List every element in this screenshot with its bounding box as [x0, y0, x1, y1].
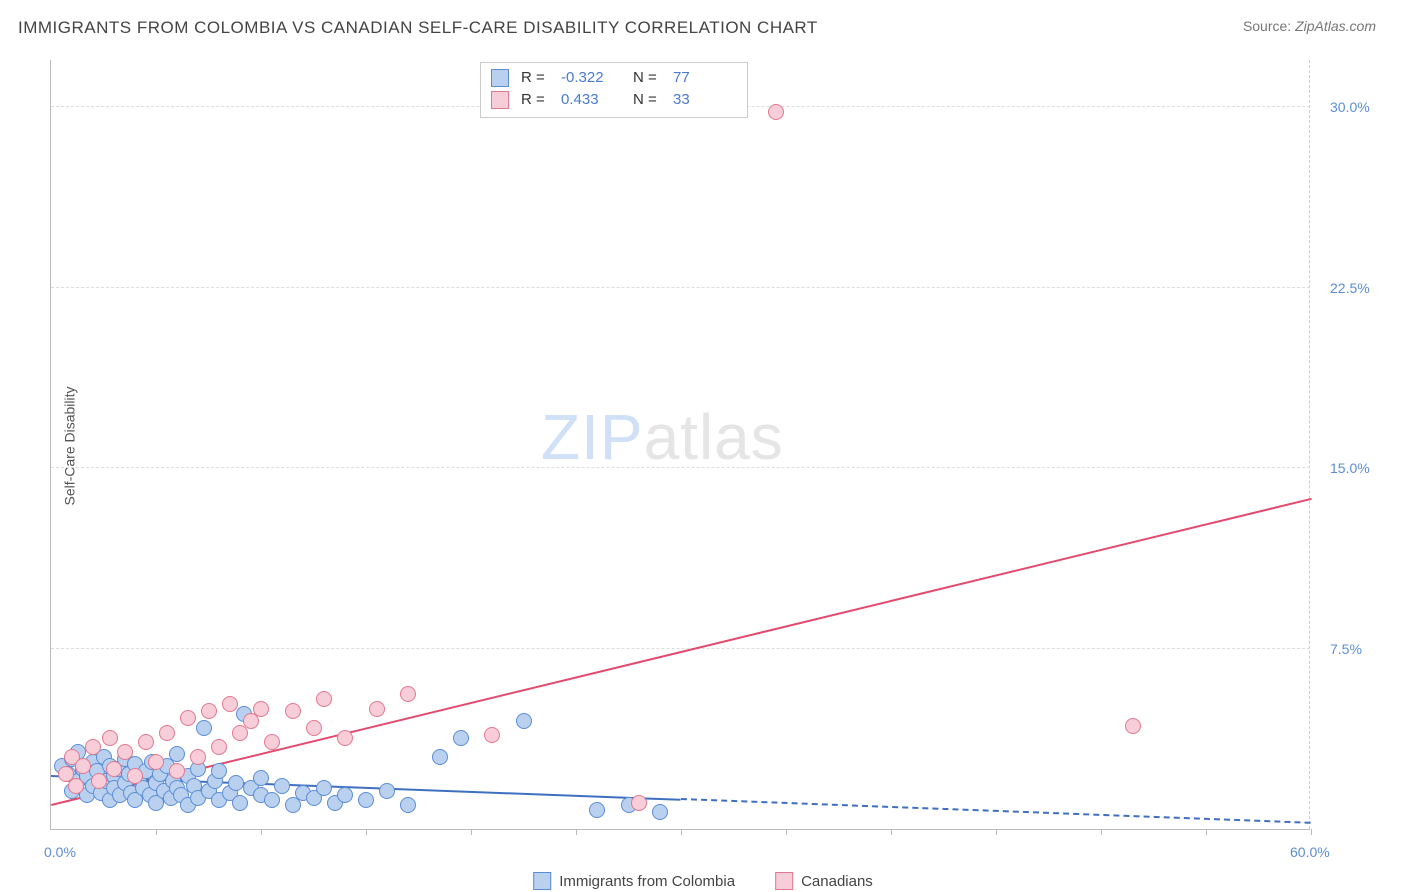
scatter-point-colombia [253, 770, 269, 786]
x-tick [1101, 829, 1102, 835]
scatter-point-canadians [180, 710, 196, 726]
scatter-point-canadians [253, 701, 269, 717]
trend-line [681, 798, 1311, 824]
x-tick [156, 829, 157, 835]
r-value: -0.322 [561, 67, 621, 89]
scatter-point-canadians [222, 696, 238, 712]
legend-swatch [775, 872, 793, 890]
scatter-point-canadians [211, 739, 227, 755]
gridline-h [51, 648, 1310, 649]
x-tick [1311, 829, 1312, 835]
n-label: N = [633, 67, 661, 89]
watermark-atlas: atlas [644, 401, 784, 473]
scatter-point-colombia [589, 802, 605, 818]
scatter-point-canadians [106, 761, 122, 777]
y-tick-label: 15.0% [1330, 460, 1370, 476]
correlation-legend: R = -0.322 N = 77 R = 0.433 N = 33 [480, 62, 748, 118]
scatter-plot: ZIPatlas [50, 60, 1310, 830]
scatter-point-canadians [117, 744, 133, 760]
legend-label: Canadians [801, 873, 873, 890]
scatter-point-canadians [369, 701, 385, 717]
scatter-point-canadians [201, 703, 217, 719]
scatter-point-canadians [102, 730, 118, 746]
n-value: 77 [673, 67, 733, 89]
scatter-point-canadians [484, 727, 500, 743]
scatter-point-canadians [306, 720, 322, 736]
scatter-point-colombia [516, 713, 532, 729]
scatter-point-canadians [400, 686, 416, 702]
scatter-point-canadians [768, 104, 784, 120]
scatter-point-colombia [274, 778, 290, 794]
scatter-point-canadians [68, 778, 84, 794]
legend-swatch [491, 91, 509, 109]
y-tick-label: 7.5% [1330, 641, 1362, 657]
x-tick [996, 829, 997, 835]
chart-title: IMMIGRANTS FROM COLOMBIA VS CANADIAN SEL… [18, 18, 818, 38]
scatter-point-canadians [264, 734, 280, 750]
x-tick-label: 60.0% [1290, 844, 1330, 860]
scatter-point-canadians [159, 725, 175, 741]
scatter-point-canadians [148, 754, 164, 770]
y-tick-label: 30.0% [1330, 99, 1370, 115]
x-tick [366, 829, 367, 835]
scatter-point-colombia [211, 763, 227, 779]
scatter-point-canadians [285, 703, 301, 719]
scatter-point-canadians [91, 773, 107, 789]
scatter-point-colombia [337, 787, 353, 803]
scatter-point-canadians [138, 734, 154, 750]
x-tick [576, 829, 577, 835]
x-tick [471, 829, 472, 835]
series-legend: Immigrants from Colombia Canadians [533, 872, 873, 890]
n-value: 33 [673, 89, 733, 111]
scatter-point-colombia [400, 797, 416, 813]
scatter-point-canadians [169, 763, 185, 779]
scatter-point-colombia [316, 780, 332, 796]
scatter-point-colombia [652, 804, 668, 820]
plot-right-edge [1309, 60, 1310, 829]
scatter-point-colombia [196, 720, 212, 736]
r-value: 0.433 [561, 89, 621, 111]
n-label: N = [633, 89, 661, 111]
r-label: R = [521, 67, 549, 89]
legend-swatch [533, 872, 551, 890]
x-tick [681, 829, 682, 835]
x-tick-label: 0.0% [44, 844, 76, 860]
source-value: ZipAtlas.com [1295, 18, 1376, 34]
watermark-zip: ZIP [541, 401, 644, 473]
correlation-legend-row: R = 0.433 N = 33 [491, 89, 733, 111]
scatter-point-colombia [358, 792, 374, 808]
y-tick-label: 22.5% [1330, 280, 1370, 296]
legend-swatch [491, 69, 509, 87]
source-label: Source: [1243, 18, 1291, 34]
scatter-point-colombia [453, 730, 469, 746]
scatter-point-colombia [432, 749, 448, 765]
scatter-point-canadians [631, 795, 647, 811]
scatter-point-canadians [127, 768, 143, 784]
legend-item: Canadians [775, 872, 873, 890]
scatter-point-colombia [264, 792, 280, 808]
legend-label: Immigrants from Colombia [559, 873, 735, 890]
x-tick [891, 829, 892, 835]
source-credit: Source: ZipAtlas.com [1243, 18, 1376, 34]
correlation-legend-row: R = -0.322 N = 77 [491, 67, 733, 89]
x-tick [261, 829, 262, 835]
scatter-point-colombia [379, 783, 395, 799]
scatter-point-canadians [75, 758, 91, 774]
scatter-point-canadians [337, 730, 353, 746]
gridline-h [51, 287, 1310, 288]
watermark: ZIPatlas [541, 400, 784, 474]
scatter-point-canadians [316, 691, 332, 707]
scatter-point-canadians [1125, 718, 1141, 734]
gridline-h [51, 467, 1310, 468]
r-label: R = [521, 89, 549, 111]
scatter-point-canadians [85, 739, 101, 755]
scatter-point-colombia [169, 746, 185, 762]
scatter-point-colombia [232, 795, 248, 811]
scatter-point-colombia [228, 775, 244, 791]
x-tick [1206, 829, 1207, 835]
trend-line [51, 497, 1311, 805]
x-tick [786, 829, 787, 835]
scatter-point-canadians [190, 749, 206, 765]
legend-item: Immigrants from Colombia [533, 872, 735, 890]
